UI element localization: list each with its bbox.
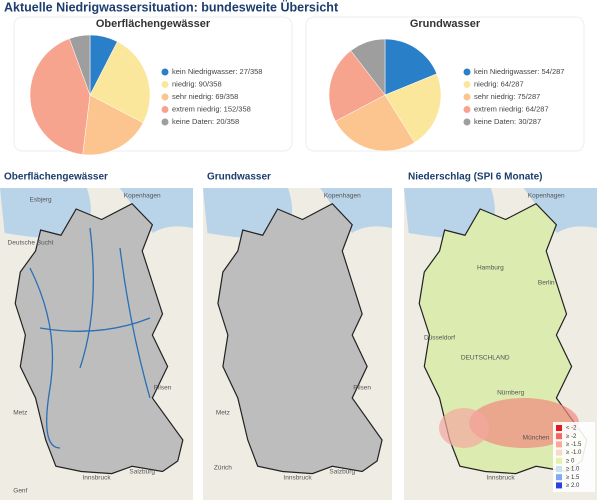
legend-label: extrem niedrig: 152/358 [172, 104, 251, 113]
legend-swatch [463, 81, 471, 88]
map-title: Oberflächengewässer [4, 172, 108, 183]
legend-swatch [463, 118, 471, 126]
place-label: Metz [216, 410, 230, 417]
place-label: Kopenhagen [528, 193, 565, 200]
legend-label: niedrig: 90/358 [172, 79, 222, 88]
legend-swatch [556, 457, 562, 464]
germany [217, 203, 383, 475]
legend-label: ≥ -1.5 [566, 442, 582, 448]
map-sea [523, 188, 597, 233]
legend-label: < -2 [566, 426, 577, 432]
place-label: Pilsen [353, 385, 371, 392]
legend-swatch [556, 482, 562, 489]
legend-swatch [556, 449, 562, 456]
map-legend [553, 422, 595, 492]
legend-swatch [161, 93, 169, 101]
place-label: Innsbruck [486, 475, 515, 482]
map-sea [119, 188, 193, 233]
legend-label: sehr niedrig: 75/287 [474, 92, 540, 101]
pie-slice [384, 38, 438, 96]
legend-swatch [161, 118, 169, 126]
legend-label: ≥ 0 [566, 458, 575, 464]
place-label: Kopenhagen [124, 193, 161, 200]
legend-swatch [556, 433, 562, 440]
precip-area [469, 398, 579, 448]
map-title: Niederschlag (SPI 6 Monate) [408, 172, 542, 183]
legend-swatch [161, 106, 169, 113]
river [29, 267, 61, 449]
map-title: Grundwasser [207, 172, 271, 183]
map-sea [320, 188, 392, 233]
legend-label: keine Daten: 30/287 [474, 117, 541, 126]
pie-slice [29, 38, 91, 155]
place-label: Innsbruck [82, 475, 111, 482]
place-label: Pilsen [154, 385, 172, 392]
place-label: Genf [13, 488, 27, 495]
legend-swatch [463, 68, 471, 76]
pie-slice [335, 94, 416, 152]
pie-slice [328, 50, 386, 122]
place-label: Metz [13, 410, 27, 417]
place-label: Salzburg [329, 469, 355, 476]
precip-area [439, 408, 489, 448]
legend-label: keine Daten: 20/358 [172, 117, 239, 126]
river [119, 247, 151, 399]
legend-label: ≥ 2.0 [566, 483, 580, 489]
legend-label: ≥ 1.0 [566, 467, 580, 473]
legend-label: sehr niedrig: 69/358 [172, 92, 238, 101]
legend-swatch [161, 68, 169, 76]
legend-label: kein Niedrigwasser: 54/287 [474, 67, 564, 76]
place-label: Esbjerg [30, 197, 52, 204]
legend-label: ≥ -2 [566, 434, 577, 440]
legend-label: extrem niedrig: 64/287 [474, 104, 549, 113]
legend-swatch [463, 106, 471, 113]
pie-slice [69, 34, 91, 96]
page-title: Aktuelle Niedrigwassersituation: bundesw… [4, 0, 339, 14]
legend-swatch [556, 466, 562, 472]
pie-slice [384, 73, 442, 143]
pie-slice [350, 38, 386, 96]
place-label: Salzburg [129, 469, 155, 476]
card-title: Grundwasser [410, 18, 481, 30]
card-title: Oberflächengewässer [96, 18, 211, 30]
legend-label: kein Niedrigwasser: 27/358 [172, 67, 262, 76]
place-label: Düsseldorf [424, 335, 455, 342]
river [79, 227, 94, 369]
legend-swatch [463, 93, 471, 101]
legend-swatch [161, 81, 169, 88]
legend-label: ≥ 1.5 [566, 475, 580, 481]
legend-label: niedrig: 64/287 [474, 79, 524, 88]
place-label: DEUTSCHLAND [461, 355, 510, 362]
pie-slice [82, 94, 144, 156]
place-label: Deutsche Bucht [8, 240, 54, 247]
place-label: Hamburg [477, 265, 504, 272]
legend-label: ≥ -1.0 [566, 450, 582, 456]
river [39, 317, 151, 332]
legend-swatch [556, 425, 562, 431]
legend-swatch [556, 474, 562, 481]
pie-slice [89, 41, 151, 124]
place-label: Berlin [538, 280, 555, 287]
place-label: München [523, 435, 550, 442]
place-label: Nürnberg [497, 390, 524, 397]
place-label: Zürich [214, 465, 232, 472]
germany [14, 203, 184, 475]
place-label: Kopenhagen [324, 193, 361, 200]
place-label: Innsbruck [283, 475, 312, 482]
legend-swatch [556, 441, 562, 448]
